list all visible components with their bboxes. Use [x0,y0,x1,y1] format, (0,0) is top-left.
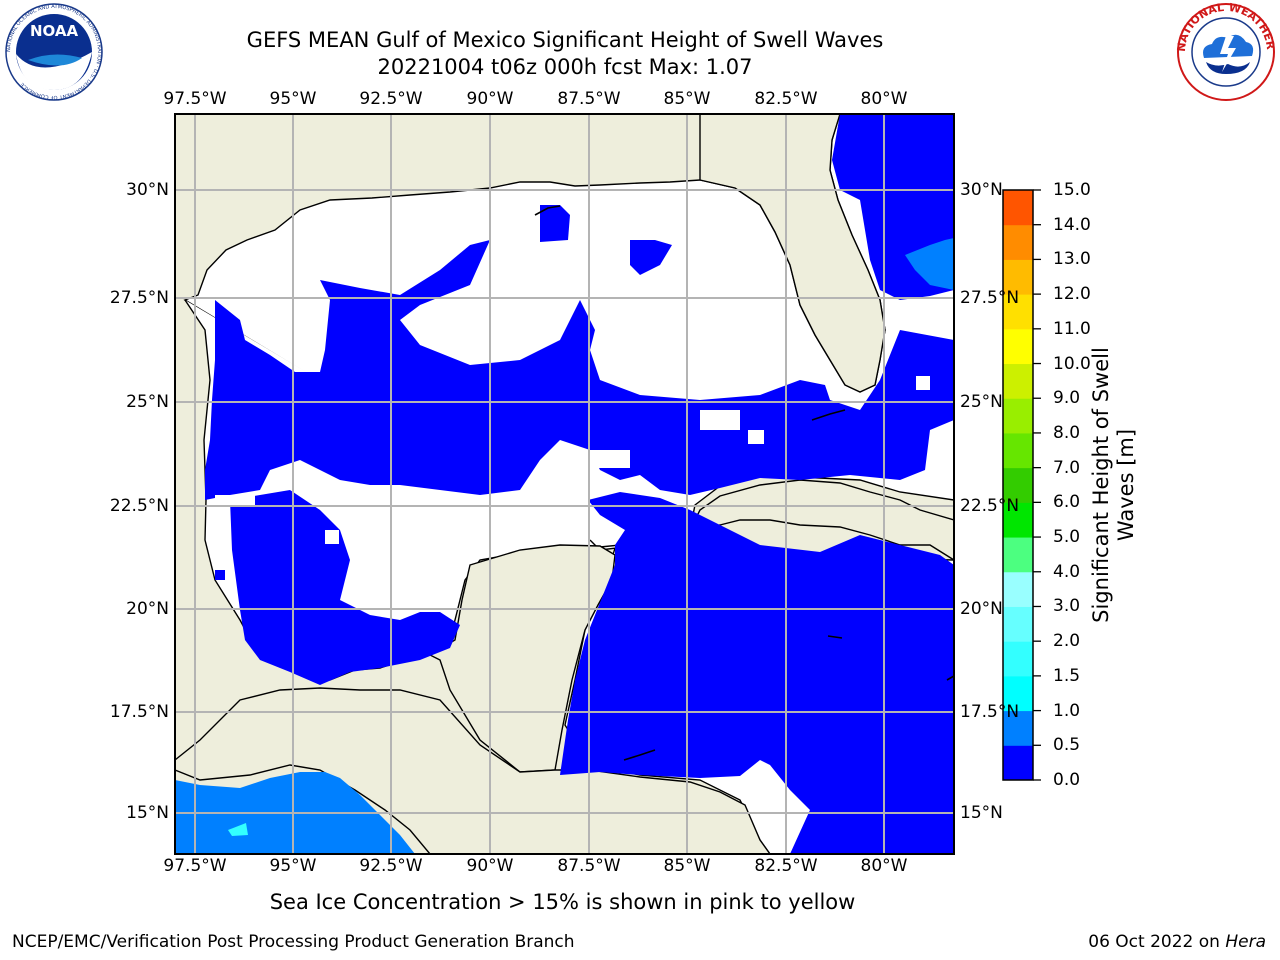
map-frame [174,113,955,855]
colorbar-segment [1003,710,1033,746]
noaa-logo: NOAA NATIONAL OCEANIC AND ATMOSPHERIC AD… [4,2,104,102]
colorbar-tick-label: 0.0 [1053,770,1081,790]
colorbar [1003,189,1041,781]
cuba-land [688,479,954,561]
colorbar-tick-label: 12.0 [1053,284,1091,305]
lat-label-right: 27.5°N [960,288,1020,308]
colorbar-tick-label: 1.5 [1053,665,1081,686]
colorbar-tick-label: 11.0 [1053,318,1091,339]
colorbar-segment [1003,571,1033,607]
colorbar-segment [1003,398,1033,434]
colorbar-segment [1003,537,1033,573]
date-stamp: 06 Oct 2022 on Hera [1088,932,1266,952]
lat-label-right: 17.5°N [960,702,1020,722]
florida-land [699,114,886,393]
swell-0-0.5m [205,114,954,854]
colorbar-segment [1003,190,1033,226]
colorbar-tick-label: 6.0 [1053,492,1081,513]
colorbar-segment [1003,606,1033,642]
lon-label-top: 97.5°W [163,89,227,109]
colorbar-tick-label: 0.5 [1053,735,1081,756]
colorbar-tick-label: 8.0 [1053,422,1081,443]
lat-label-right: 15°N [960,803,1003,823]
lon-label-top: 92.5°W [359,89,423,109]
lat-label-right: 25°N [960,392,1003,412]
lon-label-top: 95°W [269,89,317,109]
colorbar-segment [1003,224,1033,260]
noaa-wordmark: NOAA [30,22,79,40]
lat-label-right: 20°N [960,599,1003,619]
colorbar-segment [1003,294,1033,330]
colorbar-tick-label: 7.0 [1053,457,1081,478]
lat-label-left: 30°N [126,180,169,200]
colorbar-tick-label: 3.0 [1053,596,1081,617]
map-title: GEFS MEAN Gulf of Mexico Significant Hei… [246,28,884,52]
graticule [175,114,954,854]
colorbar-tick-label: 13.0 [1053,249,1091,270]
lon-label-bottom: 80°W [860,856,908,876]
lon-label-bottom: 92.5°W [359,856,423,876]
colorbar-tick-label: 14.0 [1053,214,1091,235]
colorbar-tick-label: 2.0 [1053,631,1081,652]
credit-text: NCEP/EMC/Verification Post Processing Pr… [12,932,575,952]
lat-label-left: 27.5°N [109,288,169,308]
lon-label-top: 85°W [663,89,711,109]
colorbar-segment [1003,328,1033,365]
lat-label-left: 25°N [126,392,169,412]
lon-label-top: 90°W [466,89,514,109]
colorbar-tick-label: 10.0 [1053,353,1091,374]
colorbar-tick-label: 5.0 [1053,527,1081,548]
lon-label-bottom: 97.5°W [163,856,227,876]
colorbar-segment [1003,641,1033,677]
colorbar-segment [1003,259,1033,295]
lon-label-bottom: 82.5°W [754,856,818,876]
lon-label-top: 87.5°W [557,89,621,109]
lat-label-left: 22.5°N [109,496,169,516]
lon-label-top: 80°W [860,89,908,109]
swell-1-1.5m [228,823,248,836]
colorbar-segment [1003,363,1033,399]
colorbar-tick-label: 4.0 [1053,561,1081,582]
colorbar-segment [1003,467,1033,503]
lat-label-left: 15°N [126,803,169,823]
lon-label-top: 82.5°W [754,89,818,109]
lat-label-left: 20°N [126,599,169,619]
colorbar-tick-label: 1.0 [1053,700,1081,721]
colorbar-segment [1003,432,1033,469]
host-name: Hera [1225,932,1266,952]
date-text: 06 Oct 2022 on [1088,932,1220,952]
map-subtitle: 20221004 t06z 000h fcst Max: 1.07 [377,55,753,79]
colorbar-tick-label: 15.0 [1053,180,1091,200]
colorbar-frame [1002,189,1034,781]
colorbar-segment [1003,745,1033,781]
colorbar-segment [1003,675,1033,712]
lon-label-bottom: 85°W [663,856,711,876]
lat-label-right: 30°N [960,180,1003,200]
sea-ice-caption: Sea Ice Concentration > 15% is shown in … [269,890,856,914]
coastline-details [534,205,954,761]
nws-logo: NATIONAL WEATHER SERVICE [1176,2,1276,102]
colorbar-tick-label: 9.0 [1053,388,1081,409]
colorbar-segment [1003,502,1033,538]
lon-label-bottom: 87.5°W [557,856,621,876]
lon-label-bottom: 95°W [269,856,317,876]
lat-label-right: 22.5°N [960,496,1020,516]
lat-label-left: 17.5°N [109,702,169,722]
colorbar-label: Significant Height of Swell Waves [m] [1089,347,1138,623]
lon-label-bottom: 90°W [466,856,514,876]
